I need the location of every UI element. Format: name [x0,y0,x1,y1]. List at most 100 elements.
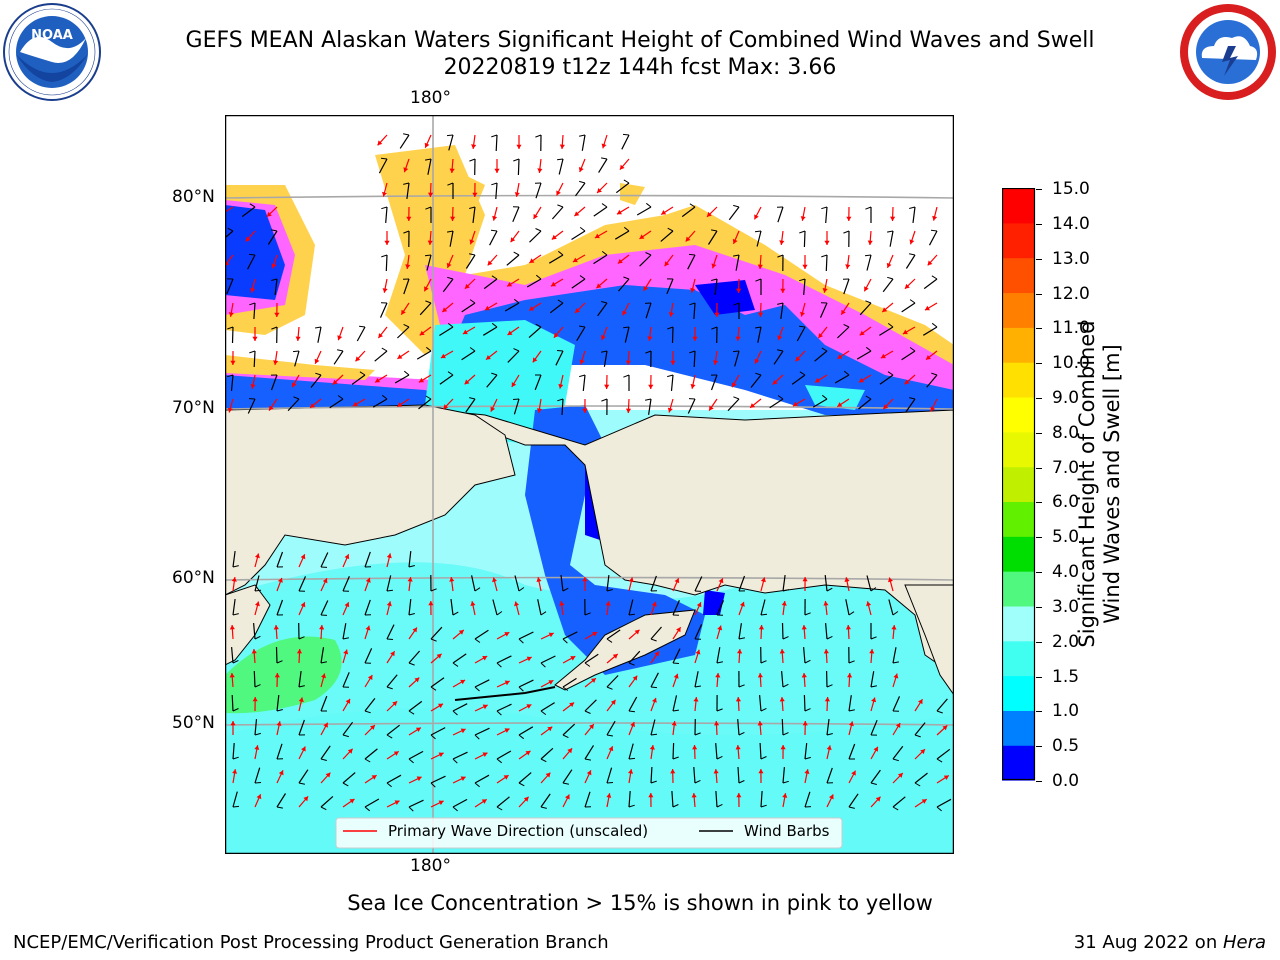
wind-barb-feather [381,394,388,400]
wind-barb-feather [821,347,828,352]
colorbar-tick-label: 10.0 [1052,353,1090,374]
wave-arrow-head [692,336,698,341]
wind-barb [226,278,234,295]
wind-barb [374,350,388,362]
wave-arrow-head [446,262,452,268]
colorbar-tick-mark [1036,258,1042,260]
colorbar-tick-label: 1.0 [1052,701,1080,722]
wind-barb-feather [606,734,613,737]
wave-arrow-head [782,793,788,798]
wind-barb [866,575,872,592]
wave-arrow-head [460,776,466,781]
wind-barb-feather [424,254,432,257]
wind-barb-feather [254,782,262,784]
wave-arrow-head [553,332,559,338]
wave-arrow-head [277,577,283,583]
wind-barb [597,302,608,317]
wind-barb [276,695,280,712]
wind-barb-feather [518,587,525,592]
wind-barb [298,719,305,736]
wave-arrow-head [582,408,588,413]
wave-arrow-head [707,211,712,217]
wind-barb-feather [914,734,921,738]
wave-arrow-head [837,402,843,407]
wave-arrow-head [760,577,766,583]
wave-arrow-head [824,697,830,702]
wind-barb-feather [380,157,388,160]
wind-barb [812,398,828,408]
wind-barb-feather [892,661,899,664]
wave-arrow-head [525,750,531,756]
wave-arrow-head [274,312,280,317]
wind-barb [496,655,512,664]
wave-direction-arrows [225,133,952,812]
wind-barb-feather [557,158,564,161]
colorbar-tick-mark [1036,293,1042,295]
wind-barb [254,767,261,784]
wind-barb-feather [799,278,806,282]
wind-barb [648,398,652,415]
wind-barb [892,796,906,808]
wave-arrow-head [547,726,553,732]
wind-barb [824,575,828,592]
wind-barb-feather [782,636,789,640]
wave-arrow-head [250,287,256,293]
wind-barb-feather [408,806,414,812]
wave-arrow-head [601,335,606,340]
wind-barb [848,695,852,712]
wind-barb [650,626,662,640]
wind-barb-feather [579,325,586,328]
wind-barb-feather [650,733,658,736]
wind-barb [737,719,740,736]
colorbar-segment [1002,605,1035,642]
wind-barb [914,722,926,736]
wave-arrow-head [847,673,853,678]
wave-arrow-head [269,405,274,411]
wave-arrow-head [533,213,538,219]
wind-barb-feather [804,612,811,616]
wave-arrow-head [845,264,851,269]
wave-arrow-head [440,353,446,359]
wave-arrow-head [252,336,258,341]
wind-barb [796,326,806,342]
wind-barb-feather [562,686,569,691]
wind-barb-feather [447,182,454,186]
wave-arrow-head [438,703,443,709]
wind-barb-feather [733,396,740,400]
wave-arrow-head [625,360,631,365]
wave-arrow-head [492,215,498,221]
wave-arrow-head [714,312,720,317]
wind-barb-feather [606,589,613,592]
wind-barb-feather [914,782,921,787]
wind-barb-feather [364,710,371,714]
wind-barb [879,374,894,385]
wave-arrow-head [891,625,897,630]
wind-barb [936,798,952,808]
wave-arrow-head [352,401,358,407]
wind-barb-feather [491,182,498,186]
colorbar-segment [1002,710,1035,746]
wave-arrow-head [904,283,910,289]
wind-barb [320,795,334,808]
wind-barb-feather [557,204,564,208]
wave-arrow-head [492,577,497,583]
wave-arrow-head [780,288,786,293]
wind-barb-feather [606,638,613,643]
wave-arrow-head [548,680,554,685]
wind-barb [254,575,260,592]
wave-arrow-head [800,216,806,221]
wind-barb [715,790,718,808]
wind-barb-feather [381,347,388,352]
wind-barb-feather [579,275,586,280]
wind-barb-feather [474,638,481,643]
wave-arrow-head [592,632,598,637]
wind-barb-feather [491,275,498,280]
wind-barb [760,599,766,616]
wind-barb [826,719,830,736]
wind-barb-feather [540,710,547,715]
wave-arrow-head [671,721,677,726]
wind-barb-feather [887,371,894,376]
wind-barb-feather [452,662,459,667]
wind-barb-feather [447,230,454,233]
wind-barb-feather [408,565,415,568]
